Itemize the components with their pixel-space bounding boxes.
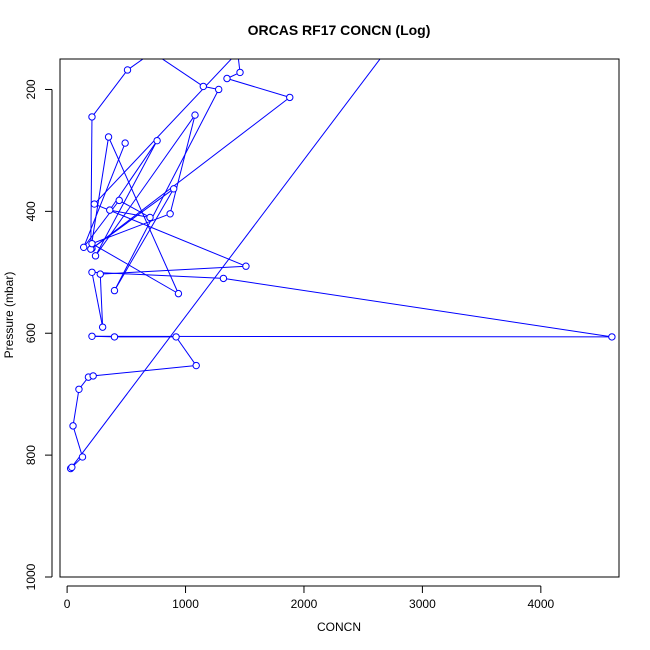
x-tick-label: 4000 (527, 597, 554, 611)
y-axis: 200 400 600 800 1000 (24, 79, 53, 590)
data-point (78, 453, 87, 461)
series-line (100, 265, 246, 275)
x-axis-label: CONCN (317, 620, 361, 634)
data-point (174, 289, 183, 298)
series-line (83, 142, 126, 248)
series-line (91, 243, 179, 295)
data-point (219, 274, 228, 283)
data-point (88, 113, 96, 121)
data-point (68, 463, 76, 472)
y-tick-label: 200 (24, 79, 38, 99)
data-point (172, 333, 180, 341)
data-point (223, 74, 231, 83)
data-markers (66, 66, 616, 473)
x-tick-label: 0 (64, 597, 71, 611)
data-point (242, 262, 250, 270)
data-point (153, 136, 161, 145)
data-point (214, 85, 223, 94)
x-tick-label: 2000 (291, 597, 318, 611)
data-point (88, 268, 96, 276)
data-point (121, 139, 129, 147)
data-series (70, 59, 612, 469)
series-line (91, 96, 291, 249)
series-line (226, 78, 290, 98)
data-point (89, 372, 97, 380)
series-line (99, 274, 104, 328)
series-line (90, 136, 110, 250)
series-line (83, 200, 120, 248)
data-point (91, 252, 100, 260)
data-point (104, 133, 113, 141)
series-line (161, 59, 204, 87)
data-point (608, 333, 616, 341)
chart-title: ORCAS RF17 CONCN (Log) (248, 22, 431, 38)
y-axis-label: Pressure (mbar) (2, 272, 16, 359)
series-line (109, 209, 151, 218)
series-line (114, 188, 175, 291)
series-line (91, 335, 612, 338)
series-line (114, 89, 220, 291)
series-line (72, 389, 80, 426)
data-point (191, 111, 199, 119)
data-point (110, 286, 119, 295)
series-line (70, 59, 381, 469)
series-line (127, 59, 144, 71)
series-line (95, 114, 196, 257)
x-axis: 0 1000 2000 3000 4000 (64, 585, 555, 611)
data-point (199, 82, 208, 91)
series-line (108, 136, 179, 294)
series-line (91, 272, 104, 328)
data-point (96, 270, 104, 278)
data-point (123, 66, 132, 74)
y-tick-label: 400 (24, 201, 38, 221)
data-point (286, 93, 294, 102)
data-point (110, 333, 119, 341)
series-line (91, 69, 128, 118)
data-point (90, 200, 99, 208)
data-point (98, 323, 107, 331)
data-point (169, 185, 178, 193)
data-point (236, 68, 244, 77)
data-point (106, 206, 114, 214)
series-line (72, 425, 83, 458)
data-point (69, 422, 77, 430)
data-point (115, 196, 123, 205)
series-line (93, 59, 233, 205)
y-tick-label: 1000 (24, 563, 38, 590)
data-point (79, 243, 88, 252)
plot-frame (59, 58, 620, 578)
series-line (169, 114, 196, 214)
data-point (146, 213, 154, 222)
series-line (175, 336, 197, 366)
series-line (94, 203, 247, 267)
series-line (90, 116, 93, 250)
data-point (75, 385, 83, 394)
series-line (95, 140, 158, 257)
data-point (88, 332, 96, 340)
data-point (192, 361, 200, 370)
y-tick-label: 600 (24, 323, 38, 343)
data-point (88, 239, 96, 248)
series-line (223, 277, 612, 338)
data-point (166, 210, 174, 218)
series-line (118, 199, 151, 218)
y-tick-label: 800 (24, 445, 38, 465)
x-tick-label: 1000 (172, 597, 199, 611)
series-line (93, 365, 197, 377)
x-tick-label: 3000 (409, 597, 436, 611)
